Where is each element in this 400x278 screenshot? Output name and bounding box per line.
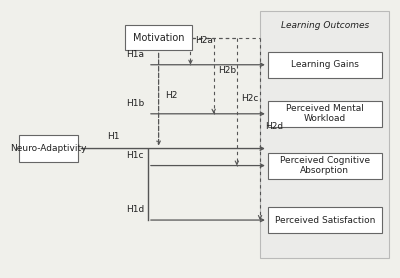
FancyBboxPatch shape bbox=[18, 135, 78, 162]
FancyBboxPatch shape bbox=[260, 11, 390, 257]
Text: H1c: H1c bbox=[127, 151, 144, 160]
Text: H1a: H1a bbox=[126, 50, 144, 59]
Text: H2: H2 bbox=[166, 91, 178, 100]
Text: H1: H1 bbox=[107, 132, 120, 141]
Text: Neuro-Adaptivity: Neuro-Adaptivity bbox=[10, 144, 87, 153]
Text: H1d: H1d bbox=[126, 205, 144, 214]
FancyBboxPatch shape bbox=[268, 52, 382, 78]
Text: H1b: H1b bbox=[126, 99, 144, 108]
FancyBboxPatch shape bbox=[268, 153, 382, 178]
Text: Motivation: Motivation bbox=[133, 33, 184, 43]
Text: Learning Outcomes: Learning Outcomes bbox=[281, 21, 369, 30]
Text: Perceived Cognitive
Absorption: Perceived Cognitive Absorption bbox=[280, 156, 370, 175]
Text: Perceived Mental
Workload: Perceived Mental Workload bbox=[286, 104, 364, 123]
Text: H2d: H2d bbox=[265, 121, 283, 131]
Text: Learning Gains: Learning Gains bbox=[291, 60, 359, 69]
Text: H2c: H2c bbox=[242, 94, 259, 103]
FancyBboxPatch shape bbox=[125, 24, 192, 50]
FancyBboxPatch shape bbox=[268, 101, 382, 127]
Text: Perceived Satisfaction: Perceived Satisfaction bbox=[274, 215, 375, 225]
FancyBboxPatch shape bbox=[268, 207, 382, 233]
Text: H2a: H2a bbox=[195, 36, 213, 45]
Text: H2b: H2b bbox=[218, 66, 236, 75]
